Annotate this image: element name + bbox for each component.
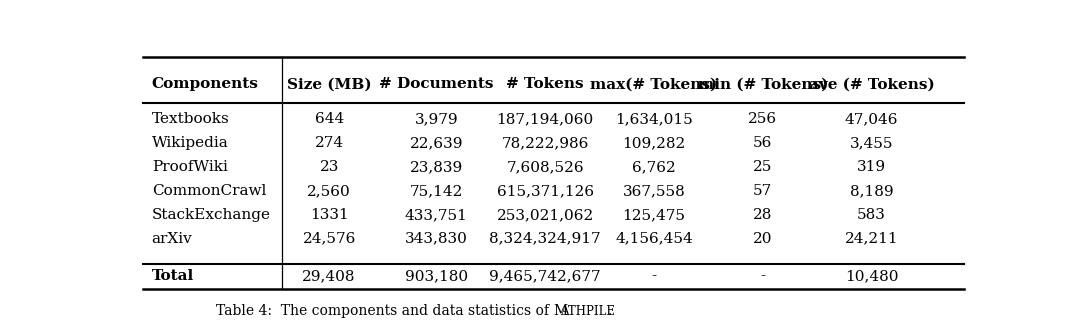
- Text: max(# Tokens): max(# Tokens): [591, 77, 717, 91]
- Text: 28: 28: [753, 208, 772, 222]
- Text: 22,639: 22,639: [409, 136, 463, 150]
- Text: Total: Total: [151, 269, 194, 283]
- Text: 9,465,742,677: 9,465,742,677: [489, 269, 600, 283]
- Text: # Documents: # Documents: [379, 77, 494, 91]
- Text: 24,211: 24,211: [845, 232, 899, 246]
- Text: 6,762: 6,762: [632, 160, 676, 174]
- Text: 274: 274: [314, 136, 343, 150]
- Text: 644: 644: [314, 112, 343, 126]
- Text: 8,189: 8,189: [850, 184, 893, 198]
- Text: 256: 256: [748, 112, 778, 126]
- Text: CommonCrawl: CommonCrawl: [151, 184, 266, 198]
- Text: ATHPILE: ATHPILE: [561, 305, 616, 318]
- Text: Size (MB): Size (MB): [287, 77, 372, 91]
- Text: 109,282: 109,282: [622, 136, 686, 150]
- Text: 57: 57: [753, 184, 772, 198]
- Text: 343,830: 343,830: [405, 232, 468, 246]
- Text: StackExchange: StackExchange: [151, 208, 271, 222]
- Text: arXiv: arXiv: [151, 232, 192, 246]
- Text: M: M: [554, 304, 568, 319]
- Text: 433,751: 433,751: [405, 208, 468, 222]
- Text: 23: 23: [320, 160, 339, 174]
- Text: Table 4:  The components and data statistics of: Table 4: The components and data statist…: [216, 304, 554, 319]
- Text: 10,480: 10,480: [845, 269, 899, 283]
- Text: 187,194,060: 187,194,060: [497, 112, 594, 126]
- Text: 78,222,986: 78,222,986: [501, 136, 589, 150]
- Text: Wikipedia: Wikipedia: [151, 136, 229, 150]
- Text: 25: 25: [753, 160, 772, 174]
- Text: 367,558: 367,558: [622, 184, 686, 198]
- Text: 47,046: 47,046: [845, 112, 899, 126]
- Text: 583: 583: [858, 208, 886, 222]
- Text: 3,455: 3,455: [850, 136, 893, 150]
- Text: 1331: 1331: [310, 208, 349, 222]
- Text: 29,408: 29,408: [302, 269, 356, 283]
- Text: 253,021,062: 253,021,062: [497, 208, 594, 222]
- Text: .: .: [608, 304, 612, 319]
- Text: min (# Tokens): min (# Tokens): [698, 77, 828, 91]
- Text: 7,608,526: 7,608,526: [507, 160, 584, 174]
- Text: 1,634,015: 1,634,015: [616, 112, 692, 126]
- Text: 3,979: 3,979: [415, 112, 458, 126]
- Text: 903,180: 903,180: [405, 269, 468, 283]
- Text: 23,839: 23,839: [409, 160, 463, 174]
- Text: -: -: [760, 269, 766, 283]
- Text: ProofWiki: ProofWiki: [151, 160, 228, 174]
- Text: # Tokens: # Tokens: [507, 77, 584, 91]
- Text: 4,156,454: 4,156,454: [616, 232, 692, 246]
- Text: 2,560: 2,560: [308, 184, 351, 198]
- Text: Components: Components: [151, 77, 258, 91]
- Text: 20: 20: [753, 232, 772, 246]
- Text: -: -: [651, 269, 657, 283]
- Text: 319: 319: [858, 160, 886, 174]
- Text: 8,324,324,917: 8,324,324,917: [489, 232, 600, 246]
- Text: 75,142: 75,142: [409, 184, 463, 198]
- Text: ave (# Tokens): ave (# Tokens): [809, 77, 934, 91]
- Text: 24,576: 24,576: [302, 232, 356, 246]
- Text: 56: 56: [753, 136, 772, 150]
- Text: Textbooks: Textbooks: [151, 112, 229, 126]
- Text: 125,475: 125,475: [622, 208, 686, 222]
- Text: 615,371,126: 615,371,126: [497, 184, 594, 198]
